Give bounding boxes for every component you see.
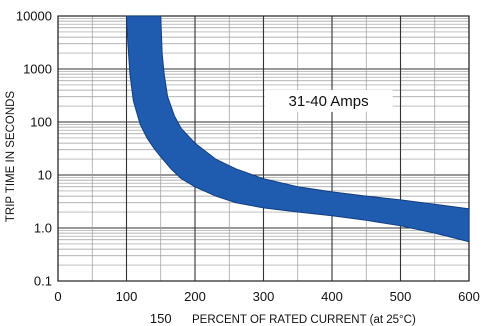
annotation-background — [264, 89, 393, 112]
y-tick-label: 10000 — [16, 9, 52, 24]
x-extra-tick-label: 150 — [150, 311, 172, 326]
x-tick-label: 0 — [54, 289, 61, 304]
trip-band — [125, 15, 470, 243]
x-tick-label: 500 — [390, 289, 412, 304]
plot-frame — [57, 15, 470, 282]
x-tick-label: 400 — [321, 289, 343, 304]
annotation-group: 31-40 Amps — [264, 89, 393, 112]
y-tick-label: 1.0 — [34, 221, 52, 236]
tick-labels: 0.1 1.0 10 100 1000 10000 0 100 200 300 400 500 600 1… — [16, 9, 480, 326]
x-tick-label: 300 — [253, 289, 275, 304]
x-tick-label: 600 — [458, 289, 480, 304]
y-tick-label: 0.1 — [34, 274, 52, 289]
y-tick-label: 1000 — [23, 62, 52, 77]
x-tick-label: 200 — [184, 289, 206, 304]
x-axis-title: PERCENT OF RATED CURRENT (at 25°C) — [192, 314, 416, 326]
x-tick-label: 100 — [116, 289, 138, 304]
y-tick-label: 10 — [38, 168, 52, 183]
y-axis-title: TRIP TIME IN SECONDS — [5, 91, 17, 223]
annotation-label: 31-40 Amps — [289, 93, 369, 110]
trip-band-area — [125, 15, 470, 243]
y-tick-label: 100 — [30, 115, 52, 130]
